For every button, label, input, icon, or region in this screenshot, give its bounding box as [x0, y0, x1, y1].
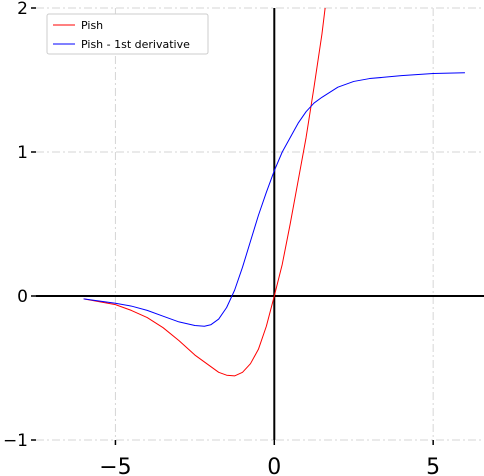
- legend: Pish Pish - 1st derivative: [46, 13, 209, 55]
- ticks-layer: −1 0 1 2 −5 0 5: [3, 0, 440, 476]
- series-line-1: [83, 72, 465, 327]
- series-line-0: [83, 8, 326, 377]
- x-tick-label-0: −5: [99, 455, 131, 476]
- y-tick-label-3: 2: [17, 0, 28, 19]
- legend-label-0: Pish: [81, 19, 103, 32]
- x-tick-label-1: 0: [267, 455, 281, 476]
- y-tick-label-2: 1: [17, 143, 28, 163]
- series-layer: [83, 8, 465, 377]
- y-tick-label-0: −1: [3, 431, 28, 451]
- grid-layer: [36, 7, 484, 441]
- legend-label-1: Pish - 1st derivative: [81, 38, 190, 51]
- legend-box: [46, 13, 209, 55]
- x-tick-label-2: 5: [426, 455, 440, 476]
- axes-layer: [36, 8, 484, 440]
- y-tick-label-1: 0: [17, 287, 28, 307]
